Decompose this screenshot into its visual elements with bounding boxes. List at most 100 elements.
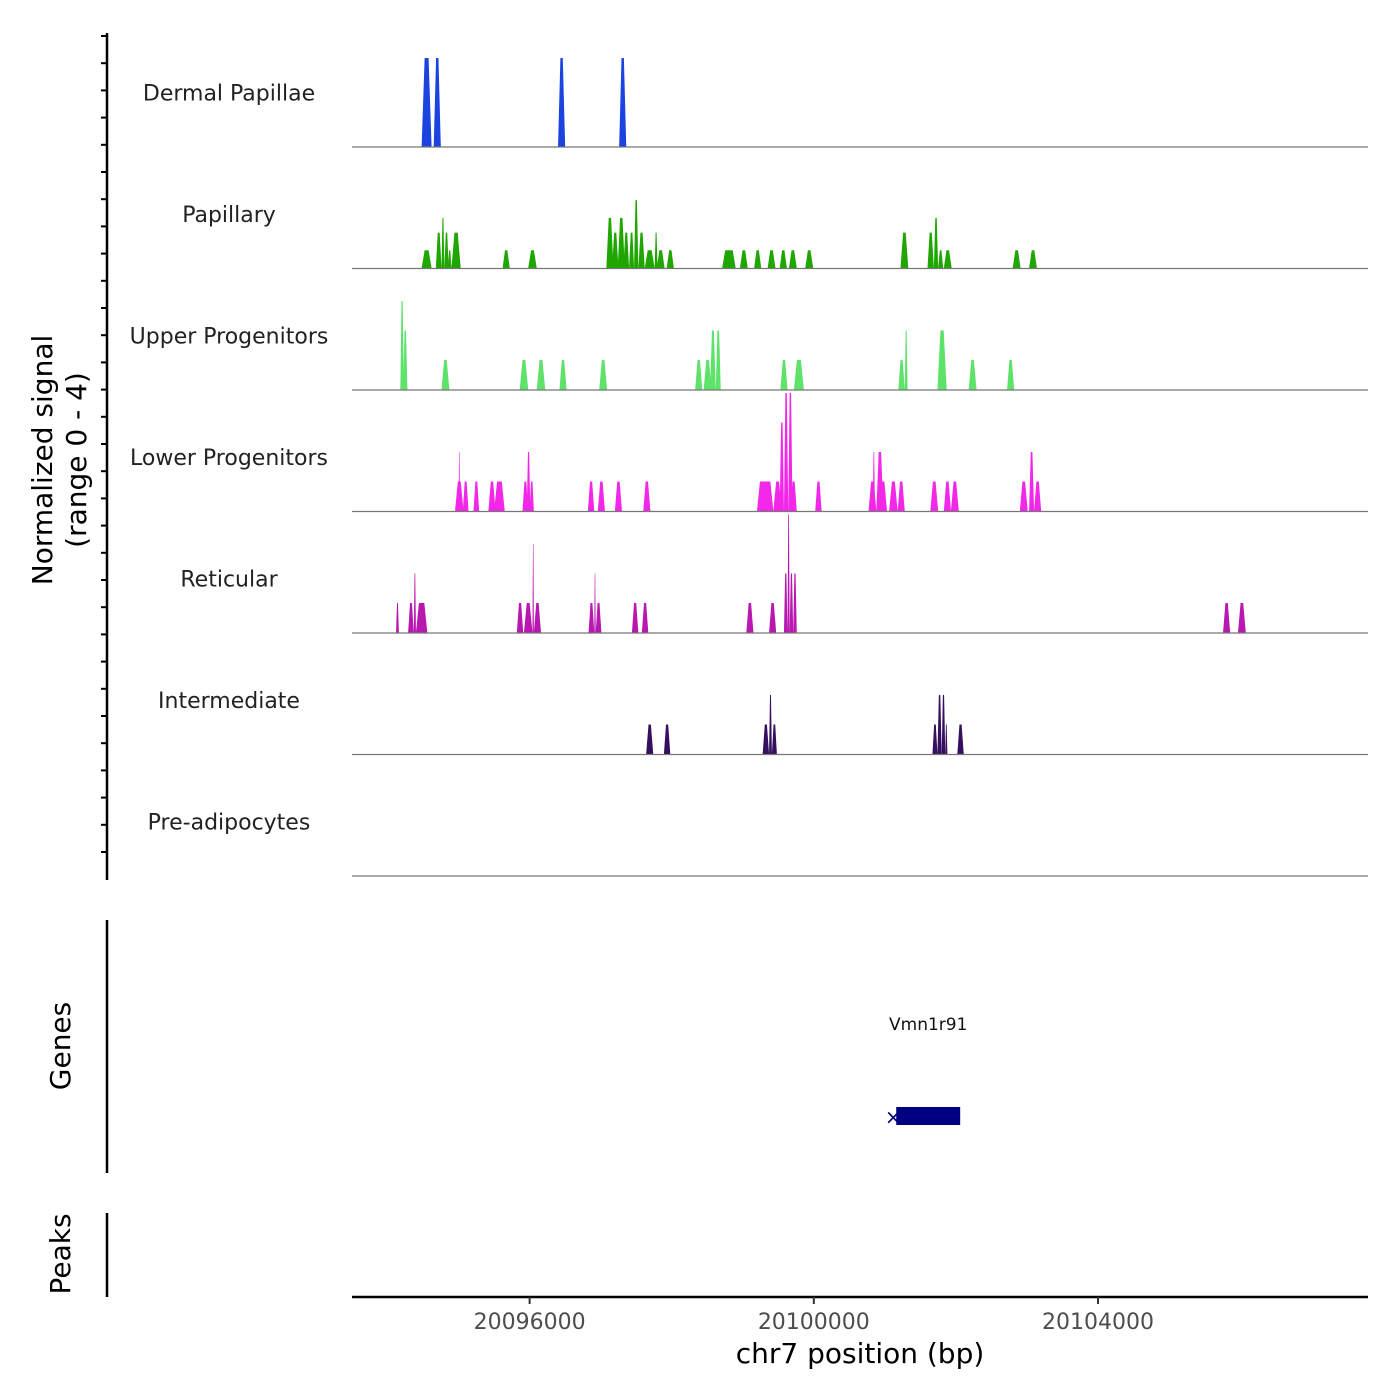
x-tick-label: 20096000 <box>474 1310 586 1335</box>
signal-peak <box>494 481 505 511</box>
signal-peak <box>769 603 777 633</box>
signal-peak <box>629 232 635 268</box>
peaks-panel-label: Peaks <box>44 1213 77 1294</box>
track-label: Dermal Papillae <box>143 82 315 107</box>
signal-peak <box>644 250 655 268</box>
y-axis-label-line1: Normalized signal <box>26 335 59 586</box>
signal-peak <box>435 232 442 268</box>
signal-peak <box>788 250 797 268</box>
signal-peak <box>415 603 428 633</box>
signal-peak <box>595 603 602 633</box>
signal-peak <box>502 250 510 268</box>
signal-peak <box>444 232 449 268</box>
signal-peak <box>769 695 772 754</box>
signal-peak <box>1237 603 1246 633</box>
signal-peak <box>488 481 496 511</box>
signal-peak <box>533 603 541 633</box>
signal-peak <box>773 481 782 511</box>
signal-peak <box>473 481 480 511</box>
genes-track: × Vmn1r91 <box>885 1015 968 1129</box>
signal-peak <box>614 481 622 511</box>
signal-peak <box>754 250 762 268</box>
signal-peak <box>559 360 567 390</box>
signal-peak <box>526 452 531 511</box>
signal-peak <box>703 360 712 390</box>
signal-peak <box>957 724 964 754</box>
signal-peak <box>879 481 887 511</box>
signal-peak <box>641 603 649 633</box>
signal-peak <box>746 603 754 633</box>
signal-peak <box>403 330 408 390</box>
signal-peak <box>646 724 654 754</box>
signal-peak <box>787 514 790 633</box>
signal-peak <box>868 481 877 511</box>
signal-peak <box>451 232 461 268</box>
signal-peak <box>904 330 908 390</box>
signal-peak <box>937 330 947 390</box>
signal-peak <box>1029 452 1035 511</box>
signal-peak <box>756 481 774 511</box>
signal-peak <box>1029 250 1037 268</box>
signal-peak <box>710 330 716 390</box>
signal-peak <box>945 724 948 754</box>
signal-peak <box>606 217 614 268</box>
track-dermal-papillae <box>352 58 1368 148</box>
signal-peak <box>400 301 404 390</box>
track-label: Upper Progenitors <box>130 325 329 350</box>
signal-peak <box>623 232 630 268</box>
track-labels: Dermal Papillae Papillary Upper Progenitor… <box>130 82 329 836</box>
signal-peak <box>767 250 776 268</box>
signal-peak <box>663 724 671 754</box>
signal-peak <box>793 573 797 633</box>
gene-body <box>896 1107 961 1125</box>
signal-peak <box>872 452 875 511</box>
x-tick-label: 20104000 <box>1042 1310 1154 1335</box>
signal-peak <box>447 250 452 268</box>
signal-peak <box>783 573 788 633</box>
signal-peak <box>396 603 399 633</box>
y-axis-label-line2: (range 0 - 4) <box>60 372 93 548</box>
signal-peak <box>458 452 460 511</box>
signal-peak <box>968 360 977 390</box>
signal-peak <box>588 603 595 633</box>
signal-peak <box>587 481 595 511</box>
signal-peak <box>666 250 674 268</box>
signal-peak <box>943 250 952 268</box>
signal-peak <box>528 250 537 268</box>
signal-peak <box>771 724 777 754</box>
signal-peak <box>898 360 905 390</box>
signal-peak <box>654 232 658 268</box>
track-lower-progenitors <box>352 393 1368 513</box>
signal-peak <box>933 217 939 268</box>
signal-peak <box>789 573 794 633</box>
track-label: Pre-adipocytes <box>148 811 311 836</box>
signal-peak <box>739 250 748 268</box>
signal-peak <box>897 481 905 511</box>
track-label: Reticular <box>180 568 278 593</box>
signal-peak <box>619 58 627 147</box>
signal-peak <box>519 360 529 390</box>
signal-peak <box>441 217 445 268</box>
signal-peak <box>421 58 432 147</box>
signal-peak <box>408 603 414 633</box>
signal-peak <box>1012 250 1021 268</box>
signal-peak <box>950 481 959 511</box>
signal-peak <box>780 360 788 390</box>
left-axes <box>101 33 109 1297</box>
signal-peak <box>558 58 566 147</box>
signal-peak <box>597 481 605 511</box>
signal-peak <box>695 360 703 390</box>
signal-peak <box>433 58 441 147</box>
signal-peak <box>631 603 639 633</box>
signal-peak <box>617 217 625 268</box>
signal-peak <box>788 393 793 511</box>
signal-peak <box>1034 481 1042 511</box>
signal-peak <box>1007 360 1015 390</box>
signal-peak <box>536 360 546 390</box>
signal-tracks <box>352 58 1368 877</box>
signal-peak <box>930 481 939 511</box>
signal-peak <box>779 250 787 268</box>
signal-peak <box>889 481 898 511</box>
signal-peak <box>900 232 909 268</box>
signal-peak <box>441 360 450 390</box>
